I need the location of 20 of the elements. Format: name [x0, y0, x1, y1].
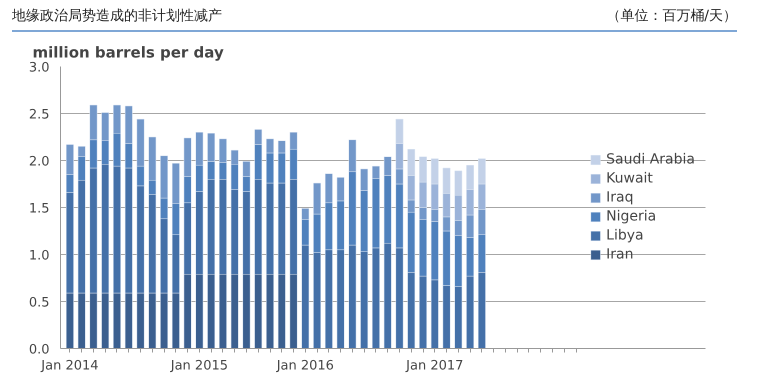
legend-label: Libya	[606, 228, 644, 244]
subtitle: （单位：百万桶/天）	[606, 7, 737, 26]
title: 地缘政治局势造成的非计划性减产	[12, 7, 222, 26]
legend-label: Iraq	[606, 190, 634, 206]
legend-label: Nigeria	[606, 208, 656, 224]
y-tick-label: 0.5	[28, 296, 50, 310]
legend-label: Iran	[606, 246, 634, 262]
y-tick-label: 1.5	[28, 202, 50, 216]
x-tick-label: Jan 2014	[40, 358, 99, 374]
x-tick-label: Jan 2015	[170, 358, 228, 374]
legend-label: Kuwait	[606, 170, 653, 186]
y-axis-title: million barrels per day	[32, 44, 224, 62]
x-tick-label: Jan 2016	[276, 358, 334, 374]
y-tick-label: 1.0	[28, 248, 50, 264]
y-tick-label: 0.0	[28, 342, 50, 358]
legend-label: Saudi Arabia	[606, 152, 695, 168]
y-tick-label: 2.5	[28, 108, 50, 122]
x-tick-label: Jan 2017	[405, 358, 464, 374]
y-tick-label: 2.0	[28, 154, 50, 170]
y-tick-label: 3.0	[28, 60, 50, 76]
